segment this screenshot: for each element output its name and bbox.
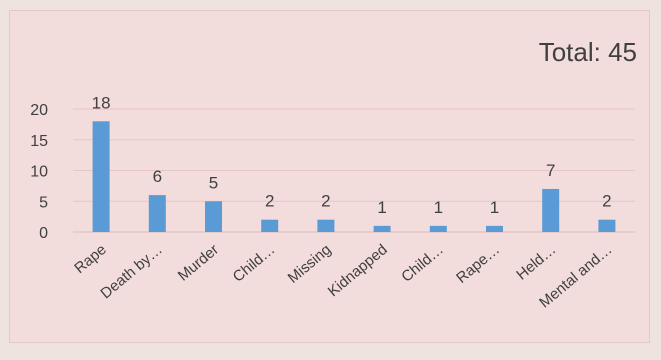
category-label-4: Missing (285, 241, 335, 287)
bar-5 (373, 225, 391, 232)
y-tick-label-10: 10 (30, 164, 48, 181)
data-label-6: 1 (434, 198, 443, 217)
category-label-7: Rape… (453, 241, 503, 287)
category-label-2: Murder (175, 241, 222, 285)
bar-0 (92, 121, 110, 232)
bars (92, 121, 616, 232)
category-label-6: Child… (398, 241, 447, 286)
y-tick-label-20: 20 (30, 102, 48, 119)
chart-frame: 0 5 10 15 20 Rape Death by… Murder Child… Missin… (9, 10, 650, 343)
bar-8 (542, 188, 560, 232)
y-tick-label-5: 5 (39, 194, 48, 211)
data-label-7: 1 (490, 198, 499, 217)
category-label-5: Kidnapped (325, 241, 391, 300)
bar-9 (598, 219, 616, 232)
data-label-2: 5 (209, 173, 218, 192)
category-label-0: Rape (71, 241, 109, 277)
category-label-8: Held… (513, 241, 559, 284)
bar-6 (429, 225, 447, 232)
bar-4 (317, 219, 335, 232)
data-label-3: 2 (265, 192, 274, 211)
data-label-8: 7 (546, 161, 555, 180)
category-label-1: Death by… (97, 241, 165, 302)
y-tick-label-0: 0 (39, 225, 48, 242)
data-label-1: 6 (153, 167, 162, 186)
data-label-0: 18 (92, 93, 111, 112)
data-label-9: 2 (602, 192, 611, 211)
gridlines (73, 108, 635, 233)
bar-2 (205, 201, 222, 232)
y-tick-label-15: 15 (30, 133, 48, 150)
data-label-4: 2 (321, 192, 330, 211)
total-annotation: Total: 45 (539, 37, 637, 67)
bar-3 (261, 219, 279, 232)
category-label-3: Child… (230, 241, 279, 286)
bar-1 (148, 195, 166, 232)
y-axis-ticks: 0 5 10 15 20 (30, 102, 48, 242)
bar-7 (486, 225, 503, 232)
data-label-5: 1 (377, 198, 386, 217)
data-labels: 18 6 5 2 2 1 1 1 7 2 (92, 93, 612, 217)
